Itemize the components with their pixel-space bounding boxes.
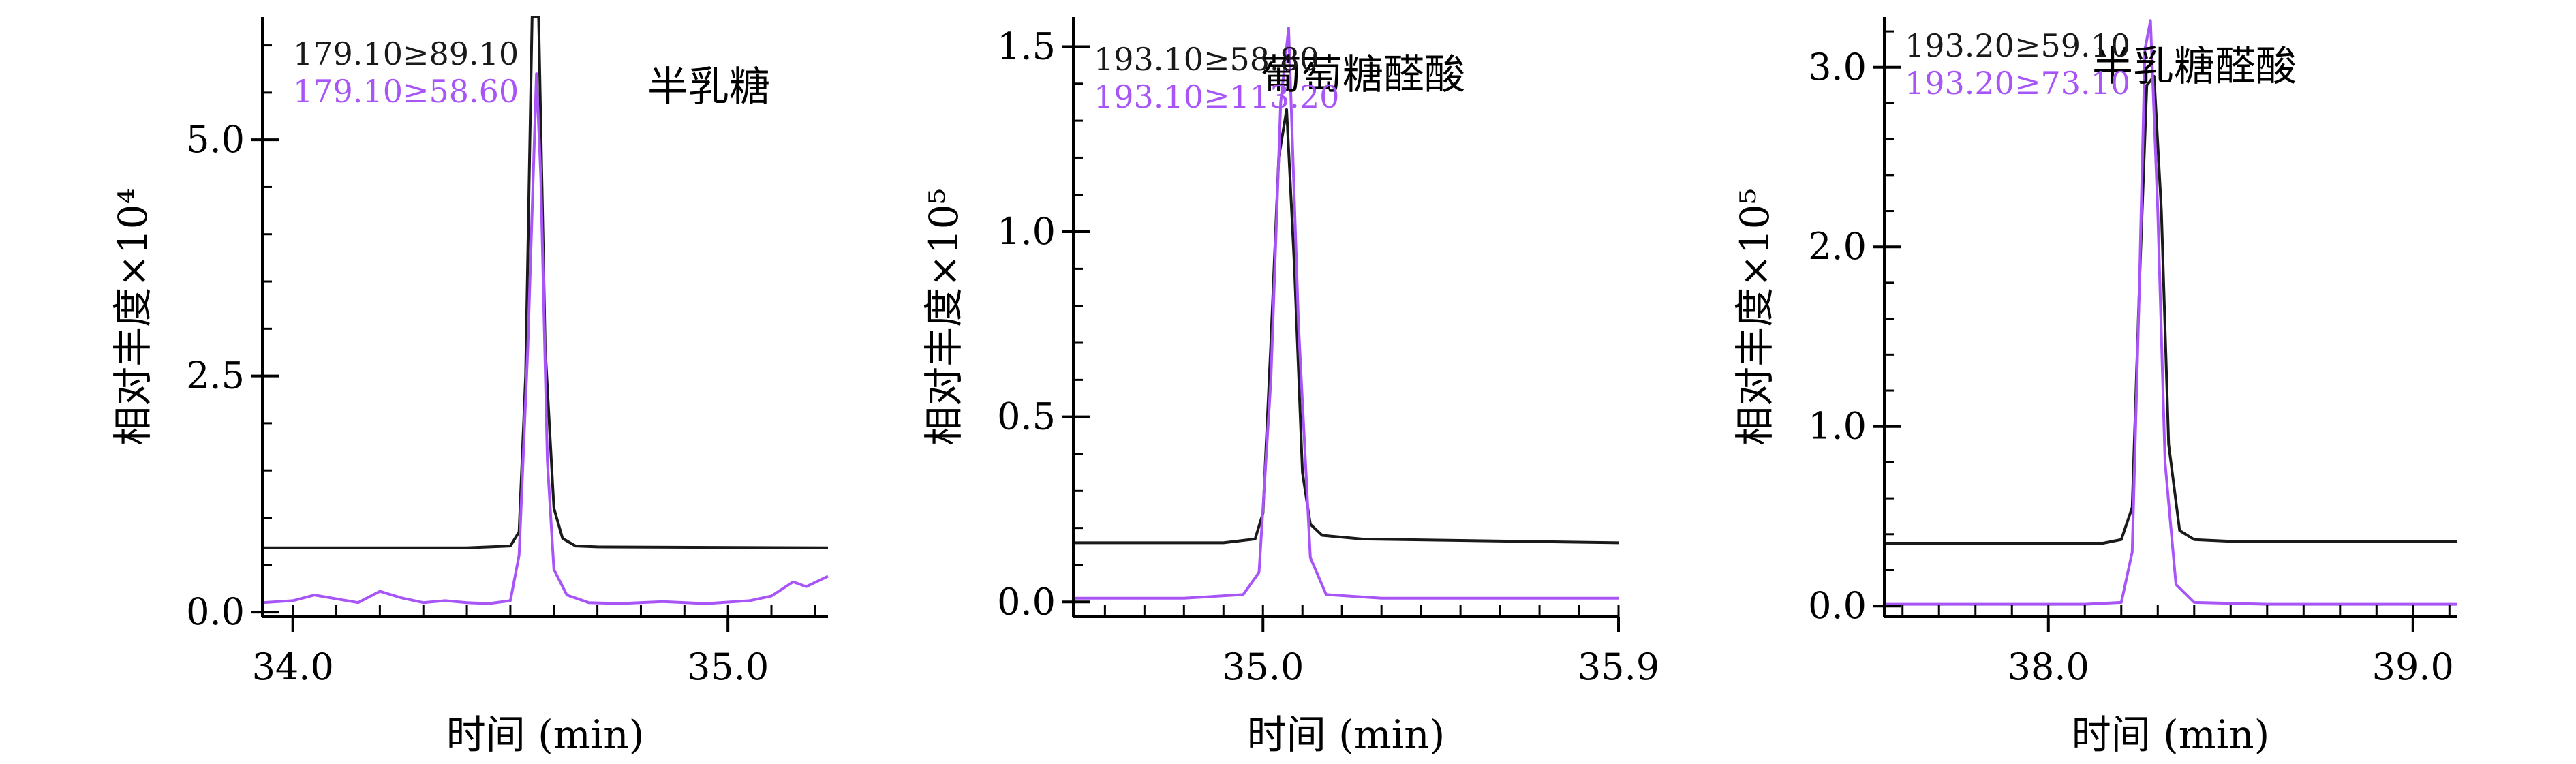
series-line-1	[1884, 74, 2457, 545]
x-tick-label: 39.0	[2372, 645, 2454, 688]
panel-title: 葡萄糖醛酸	[1261, 51, 1465, 99]
x-tick-label: 35.0	[1222, 645, 1304, 688]
y-tick-label: 2.0	[1808, 225, 1867, 268]
y-tick-label: 3.0	[1808, 46, 1867, 89]
y-tick-label: 0.0	[1808, 584, 1867, 627]
y-tick-label: 0.0	[997, 580, 1056, 623]
panel-title: 半乳糖	[647, 63, 770, 111]
y-axis-title: 相对丰度×10⁵	[921, 188, 967, 446]
x-axis-title: 时间 (min)	[1247, 712, 1445, 758]
legend-entry: 193.20≥59.10	[1905, 27, 2130, 64]
chart-panel-1: 0.0 2.5 5.0 34.0 35.0 时间 (min) 相对丰度×10⁴ 半乳糖 179.…	[110, 16, 829, 758]
panel-title: 半乳糖醛酸	[2092, 43, 2297, 91]
y-tick-label: 0.0	[186, 590, 245, 633]
x-axis-title: 时间 (min)	[2072, 712, 2270, 758]
x-tick-label: 34.0	[252, 645, 334, 688]
x-tick-label: 35.9	[1578, 645, 1659, 688]
legend-entry: 179.10≥89.10	[293, 35, 519, 72]
legend-entry: 193.10≥113.20	[1094, 78, 1339, 115]
chart-panel-3: 0.0 1.0 2.0 3.0 38.0 39.0 时间 (min) 相对丰度×10⁵ 半乳糖醛…	[1732, 17, 2457, 758]
legend-entry: 193.10≥58.80	[1094, 41, 1319, 78]
series-line-2	[1073, 27, 1619, 600]
legend-entry: 179.10≥58.60	[293, 73, 519, 110]
x-axis-title: 时间 (min)	[446, 712, 645, 758]
series-line-2	[1884, 19, 2457, 606]
x-tick-label: 38.0	[2008, 645, 2089, 688]
y-tick-label: 1.0	[1808, 405, 1867, 448]
y-axis-title: 相对丰度×10⁵	[1732, 188, 1778, 446]
series-line-1	[1073, 108, 1619, 545]
legend-entry: 193.20≥73.10	[1905, 65, 2130, 102]
y-tick-label: 1.0	[997, 210, 1056, 253]
chart-panel-2: 0.0 0.5 1.0 1.5 35.0 35.9 时间 (min) 相对丰度×10⁵ 葡萄糖醛…	[921, 17, 1659, 758]
y-tick-label: 1.5	[997, 25, 1056, 67]
series-line-1	[262, 16, 829, 549]
y-tick-label: 5.0	[186, 118, 245, 161]
y-tick-label: 0.5	[997, 395, 1056, 438]
y-tick-label: 2.5	[186, 354, 245, 397]
y-axis-title: 相对丰度×10⁴	[110, 188, 156, 446]
series-line-2	[262, 72, 829, 605]
x-tick-label: 35.0	[687, 645, 769, 688]
